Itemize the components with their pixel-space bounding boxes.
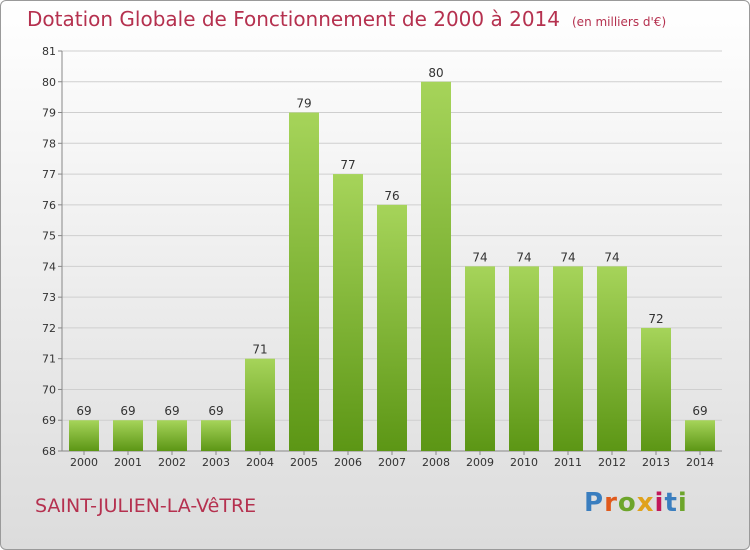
data-label: 79 bbox=[296, 97, 311, 111]
logo-letter: x bbox=[636, 488, 655, 518]
x-tick-label: 2012 bbox=[598, 456, 626, 469]
data-label: 69 bbox=[208, 404, 223, 418]
commune-name: SAINT-JULIEN-LA-VêTRE bbox=[35, 495, 257, 517]
x-tick-label: 2010 bbox=[510, 456, 538, 469]
y-tick-label: 75 bbox=[42, 230, 56, 243]
x-tick-label: 2002 bbox=[158, 456, 186, 469]
bar bbox=[377, 204, 407, 451]
y-tick-label: 77 bbox=[42, 168, 56, 181]
data-label: 76 bbox=[384, 189, 399, 203]
data-label: 72 bbox=[648, 312, 663, 326]
x-tick-label: 2005 bbox=[290, 456, 318, 469]
x-tick-label: 2003 bbox=[202, 456, 230, 469]
chart-title: Dotation Globale de Fonctionnement de 20… bbox=[27, 7, 560, 31]
x-tick-label: 2007 bbox=[378, 456, 406, 469]
y-tick-label: 68 bbox=[42, 445, 56, 458]
y-tick-label: 74 bbox=[42, 260, 56, 273]
bar bbox=[333, 174, 363, 452]
bar bbox=[421, 81, 451, 452]
data-label: 74 bbox=[560, 250, 575, 264]
bar bbox=[113, 420, 143, 451]
x-tick-label: 2008 bbox=[422, 456, 450, 469]
bar bbox=[597, 266, 627, 451]
data-label: 69 bbox=[76, 404, 91, 418]
logo-letter: i bbox=[677, 488, 688, 518]
proxiti-logo[interactable]: Proxiti bbox=[584, 488, 688, 518]
bar bbox=[69, 420, 99, 451]
x-tick-label: 2011 bbox=[554, 456, 582, 469]
chart-unit: (en milliers d'€) bbox=[572, 15, 667, 29]
y-tick-label: 76 bbox=[42, 199, 56, 212]
logo-letter: t bbox=[664, 488, 678, 518]
data-label: 74 bbox=[604, 250, 619, 264]
y-tick-label: 71 bbox=[42, 353, 56, 366]
logo-letter: r bbox=[604, 488, 618, 518]
data-label: 69 bbox=[120, 404, 135, 418]
bar bbox=[509, 266, 539, 451]
x-tick-label: 2014 bbox=[686, 456, 714, 469]
data-label: 69 bbox=[692, 404, 707, 418]
y-tick-label: 80 bbox=[42, 76, 56, 89]
data-label: 80 bbox=[428, 66, 443, 80]
x-tick-label: 2013 bbox=[642, 456, 670, 469]
data-label: 71 bbox=[252, 343, 267, 357]
y-tick-label: 72 bbox=[42, 322, 56, 335]
bar bbox=[685, 420, 715, 451]
data-label: 77 bbox=[340, 158, 355, 172]
bar bbox=[641, 327, 671, 451]
logo-letter: o bbox=[617, 488, 637, 518]
bar bbox=[201, 420, 231, 451]
logo-letter: i bbox=[654, 488, 665, 518]
bar bbox=[553, 266, 583, 451]
bar bbox=[245, 358, 275, 451]
y-tick-label: 78 bbox=[42, 137, 56, 150]
data-label: 74 bbox=[472, 250, 487, 264]
y-tick-label: 81 bbox=[42, 45, 56, 58]
logo-letter: P bbox=[584, 488, 605, 518]
data-label: 74 bbox=[516, 250, 531, 264]
y-tick-label: 79 bbox=[42, 107, 56, 120]
y-tick-label: 70 bbox=[42, 383, 56, 396]
x-tick-label: 2000 bbox=[70, 456, 98, 469]
x-tick-label: 2009 bbox=[466, 456, 494, 469]
chart-title-row: Dotation Globale de Fonctionnement de 20… bbox=[27, 7, 666, 31]
bar bbox=[157, 420, 187, 451]
y-tick-label: 69 bbox=[42, 414, 56, 427]
bar bbox=[289, 112, 319, 452]
x-tick-label: 2004 bbox=[246, 456, 274, 469]
y-tick-label: 73 bbox=[42, 291, 56, 304]
data-label: 69 bbox=[164, 404, 179, 418]
x-tick-label: 2006 bbox=[334, 456, 362, 469]
x-tick-label: 2001 bbox=[114, 456, 142, 469]
bar bbox=[465, 266, 495, 451]
